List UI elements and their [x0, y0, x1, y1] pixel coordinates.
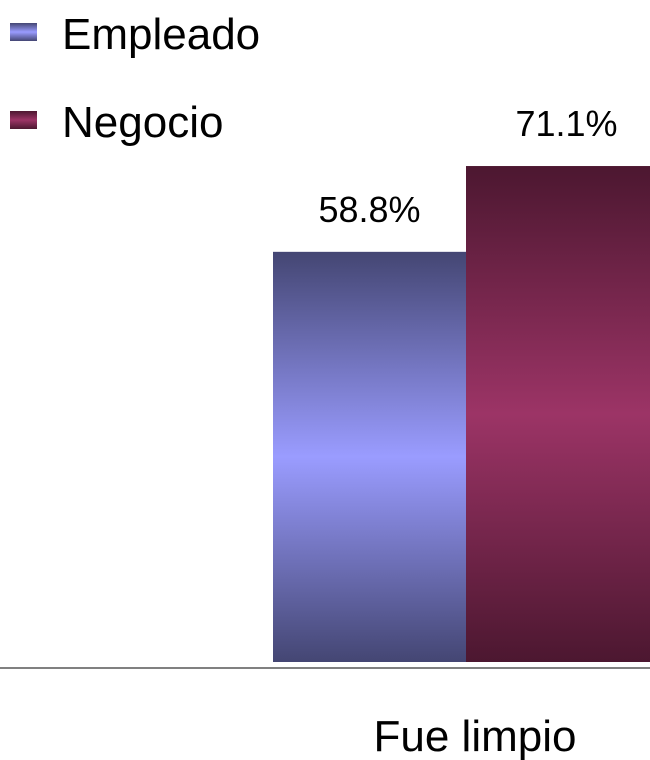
legend-label-empleado: Empleado: [62, 10, 260, 59]
legend-swatch-negocio: [10, 111, 37, 129]
legend: Empleado Negocio: [10, 10, 260, 147]
x-tick-label: Fue limpio: [374, 712, 577, 760]
legend-item-negocio: Negocio: [10, 98, 223, 147]
plot-area: 58.8% 71.1% Fue limpio: [0, 103, 650, 760]
legend-label-negocio: Negocio: [62, 98, 223, 147]
data-label-negocio: 71.1%: [515, 103, 617, 144]
legend-item-empleado: Empleado: [10, 10, 260, 59]
legend-swatch-empleado: [10, 23, 37, 41]
bar-empleado-fue-limpio: [273, 251, 466, 662]
data-label-empleado: 58.8%: [318, 189, 420, 230]
bar-negocio-fue-limpio: [466, 166, 650, 662]
